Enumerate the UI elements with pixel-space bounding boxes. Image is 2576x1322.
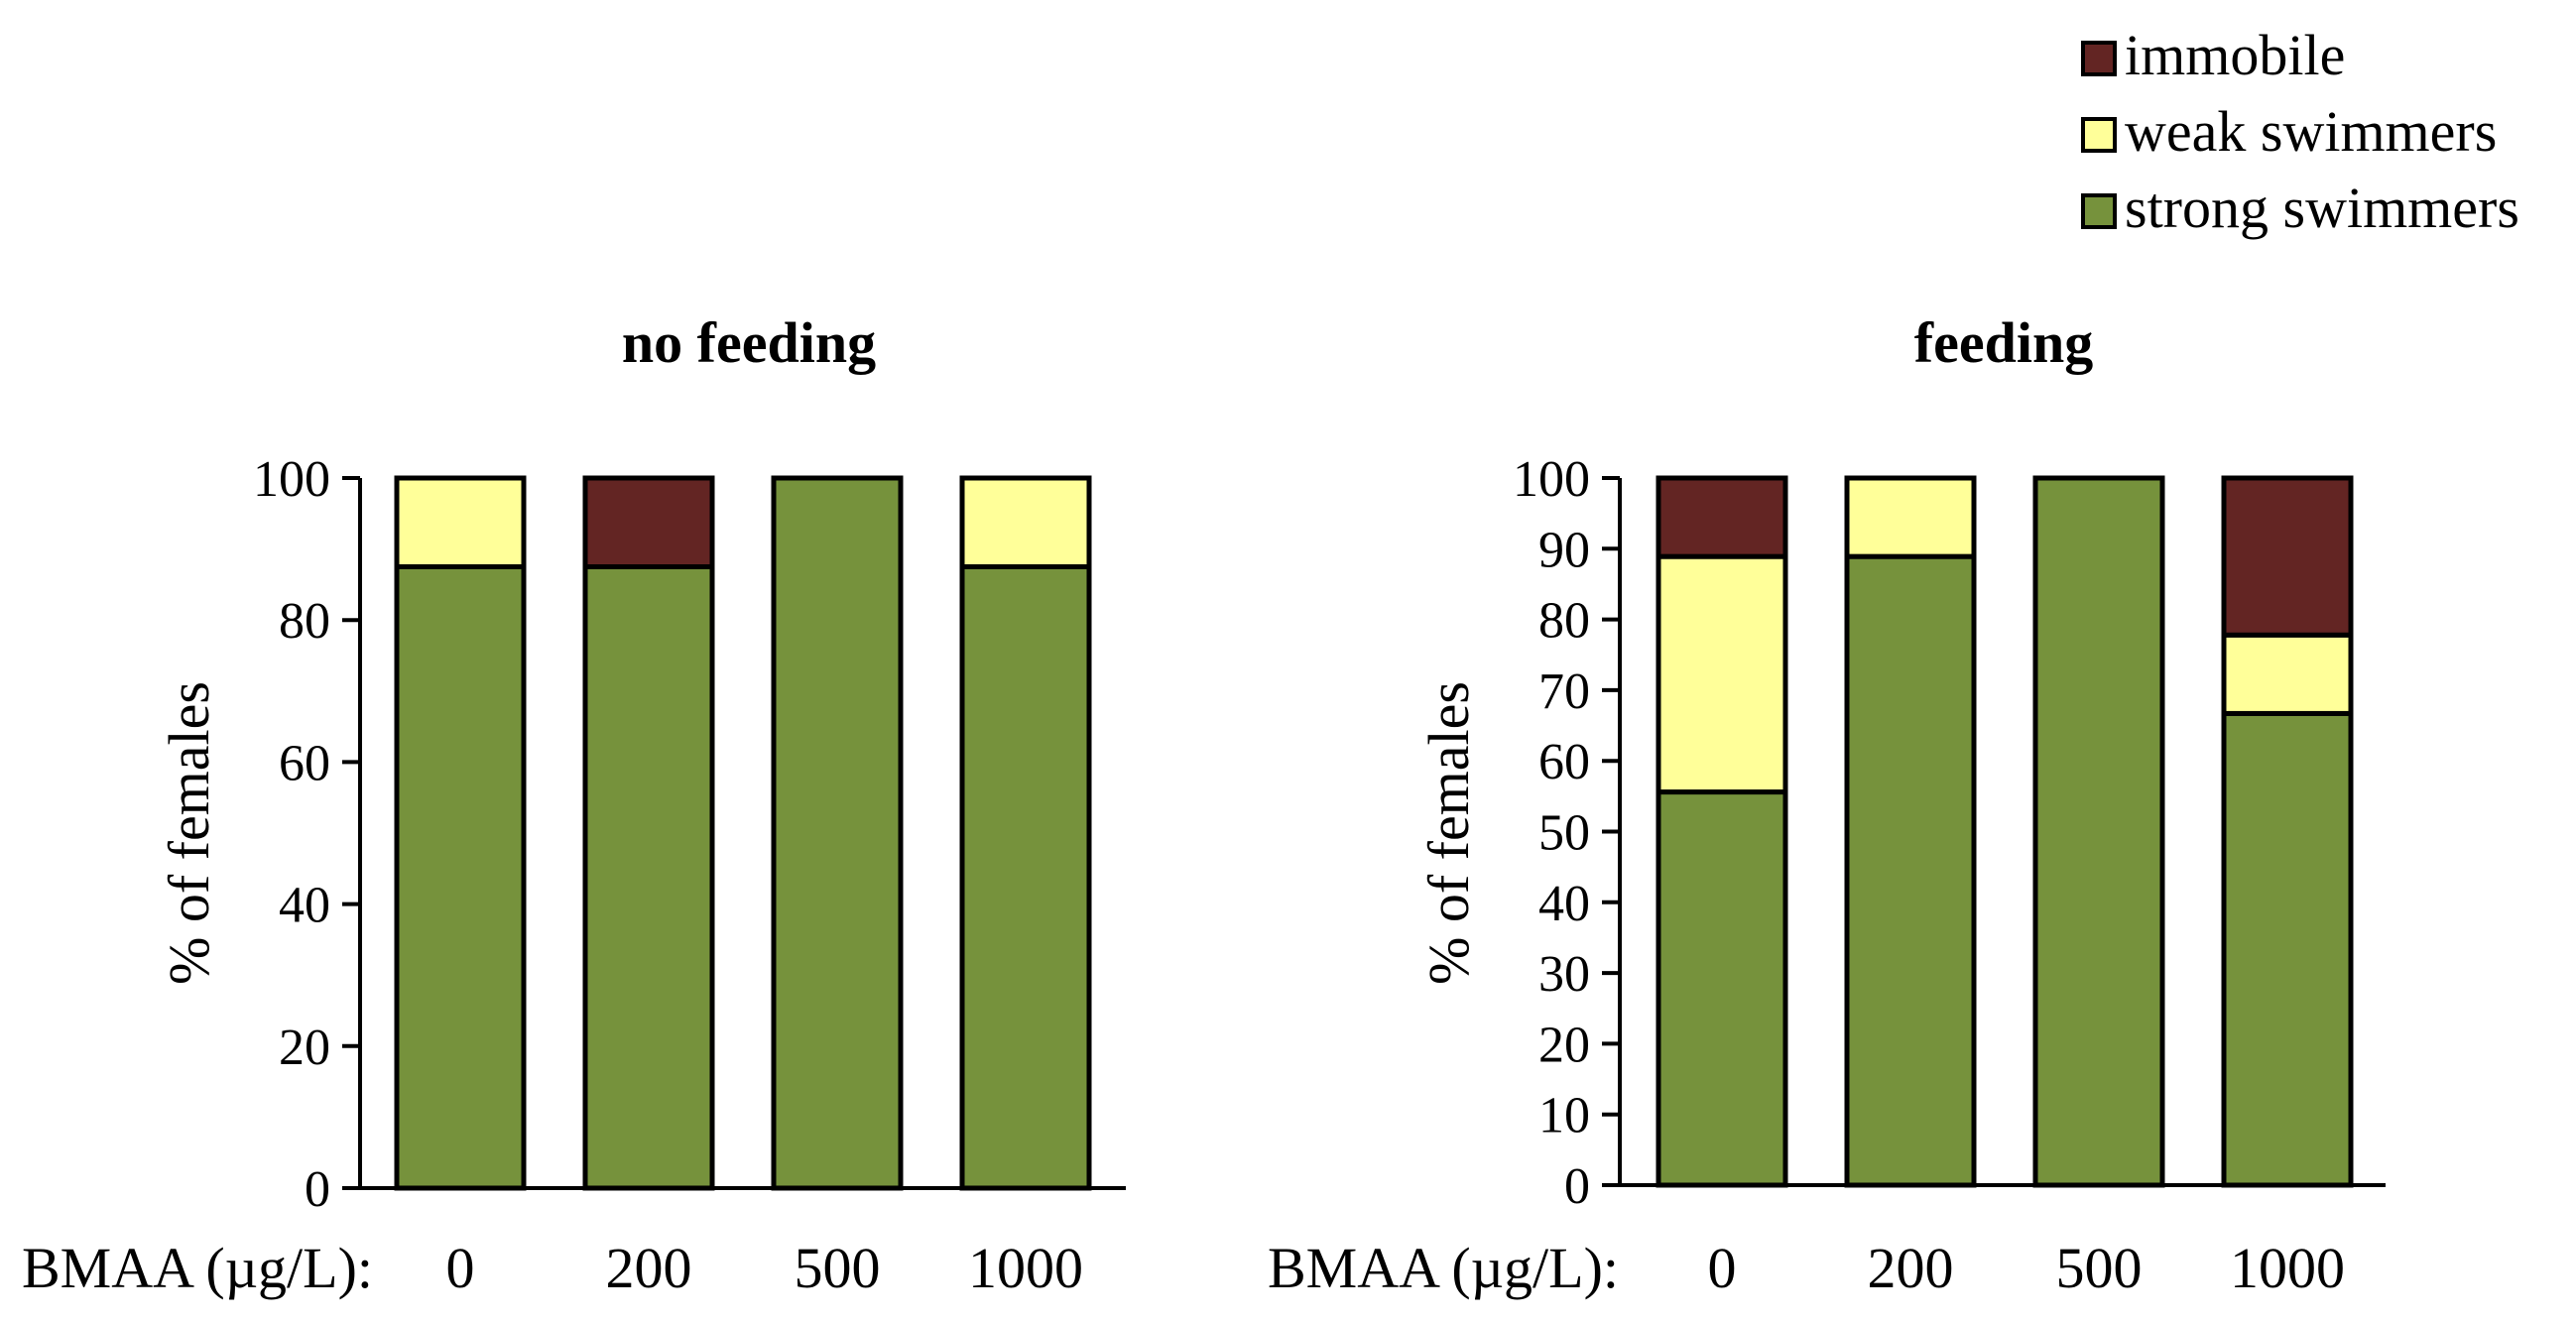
y-axis-label: % of females <box>1416 681 1481 985</box>
bar-segment-weak <box>394 475 527 569</box>
x-axis-label: BMAA (µg/L): <box>22 1236 373 1300</box>
y-tick-label: 40 <box>279 878 330 934</box>
x-tick-label: 200 <box>606 1236 692 1300</box>
x-tick-label: 1000 <box>2230 1236 2345 1300</box>
y-tick-label: 60 <box>1538 734 1590 790</box>
y-tick-label: 20 <box>279 1020 330 1076</box>
x-tick-label: 500 <box>795 1236 881 1300</box>
bar-segment-strong <box>1844 553 1977 1188</box>
bar-segment-immobile <box>1656 475 1788 559</box>
bar-segment-strong <box>771 475 904 1191</box>
y-axis-label: % of females <box>157 681 221 985</box>
bar-segment-strong <box>1656 789 1788 1188</box>
legend-swatch-strong <box>2081 193 2117 229</box>
legend-label-weak: weak swimmers <box>2125 99 2497 164</box>
legend-label-strong: strong swimmers <box>2125 176 2519 240</box>
chart-title: no feeding <box>622 310 876 375</box>
x-tick-label: 200 <box>1868 1236 1954 1300</box>
y-tick-label: 60 <box>279 735 330 791</box>
legend-swatch-weak <box>2081 117 2117 153</box>
y-tick-label: 80 <box>279 593 330 650</box>
x-axis-label: BMAA (µg/L): <box>1268 1236 1619 1300</box>
y-tick-label: 100 <box>1513 451 1590 508</box>
bar-segment-weak <box>1656 553 1788 795</box>
y-tick-label: 90 <box>1538 522 1590 578</box>
bar-segment-strong <box>2032 475 2165 1188</box>
bar-segment-weak <box>959 475 1092 569</box>
bar-segment-strong <box>959 564 1092 1191</box>
x-tick-label: 1000 <box>968 1236 1083 1300</box>
y-tick-label: 80 <box>1538 593 1590 650</box>
y-tick-label: 40 <box>1538 876 1590 932</box>
bar-segment-strong <box>2221 710 2354 1188</box>
legend-swatch-immobile <box>2081 41 2117 76</box>
y-tick-label: 30 <box>1538 946 1590 1003</box>
bar-segment-immobile <box>2221 475 2354 638</box>
y-tick-label: 20 <box>1538 1017 1590 1073</box>
y-tick-label: 0 <box>1564 1158 1590 1215</box>
x-tick-label: 0 <box>446 1236 475 1300</box>
bar-segment-strong <box>394 564 527 1191</box>
legend-label-immobile: immobile <box>2125 23 2345 87</box>
y-tick-label: 100 <box>253 451 330 508</box>
y-tick-label: 0 <box>305 1161 330 1218</box>
bar-segment-weak <box>1844 475 1977 559</box>
y-tick-label: 50 <box>1538 805 1590 862</box>
bar-segment-immobile <box>582 475 715 569</box>
y-tick-label: 70 <box>1538 663 1590 720</box>
bar-segment-weak <box>2221 632 2354 716</box>
x-tick-label: 500 <box>2056 1236 2143 1300</box>
y-tick-label: 10 <box>1538 1088 1590 1144</box>
bar-segment-strong <box>582 564 715 1191</box>
chart-title: feeding <box>1914 310 2093 375</box>
x-tick-label: 0 <box>1708 1236 1737 1300</box>
